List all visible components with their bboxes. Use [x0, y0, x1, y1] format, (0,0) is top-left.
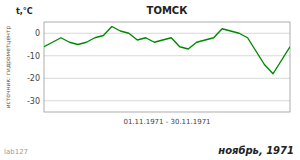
grid-line [44, 100, 290, 101]
grid-line [44, 33, 290, 34]
chart: 0 -10 -20 -30 ТОМСК t,°C 01.11.1971 - 30.11.19… [0, 0, 300, 160]
series-group [44, 27, 290, 74]
y-label: t,°C [16, 7, 33, 16]
tick-label: -30 [27, 97, 40, 106]
watermark: lab127 [4, 148, 28, 156]
tick-label: -20 [27, 74, 40, 83]
grid-line [44, 78, 290, 79]
footer: ноябрь, 1971 [218, 145, 294, 156]
source: источник: гидрометцентр [4, 25, 12, 108]
line [44, 27, 290, 74]
plot-frame [44, 22, 290, 112]
title: ТОМСК [147, 5, 189, 16]
tick-label: -10 [27, 52, 40, 61]
x-label: 01.11.1971 - 30.11.1971 [123, 118, 210, 126]
grid-line [44, 55, 290, 56]
plot-area [44, 22, 290, 112]
tick-label: 0 [35, 29, 40, 38]
